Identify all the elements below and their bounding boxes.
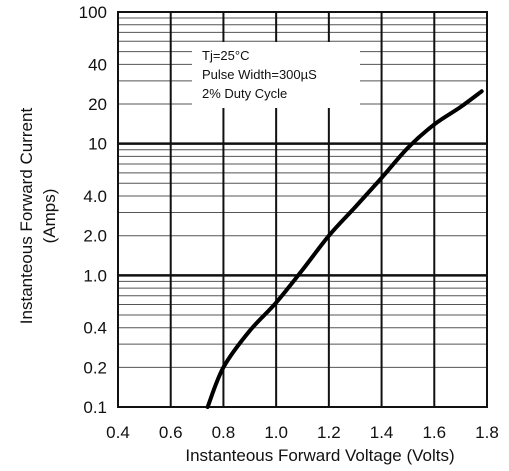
- x-tick-label: 1.6: [422, 423, 446, 442]
- y-tick-labels: 0.1 0.2 0.4 1.0 2.0 4.0 10 20 40 100: [79, 3, 107, 417]
- annotation-box: Tj=25°C Pulse Width=300µS 2% Duty Cycle: [192, 42, 360, 108]
- y-axis-label-line-2: (Amps): [40, 189, 59, 244]
- x-tick-label: 1.8: [475, 423, 499, 442]
- y-tick-label: 100: [79, 3, 107, 22]
- x-tick-label: 0.4: [106, 423, 130, 442]
- annotation-line-2: Pulse Width=300µS: [202, 67, 317, 82]
- annotation-line-1: Tj=25°C: [202, 48, 249, 63]
- y-tick-label: 0.4: [83, 319, 107, 338]
- x-axis-label: Instanteous Forward Voltage (Volts): [185, 446, 454, 465]
- grid: [118, 12, 487, 407]
- y-tick-label: 1.0: [83, 266, 107, 285]
- y-tick-label: 2.0: [83, 227, 107, 246]
- forward-current-curve: [205, 89, 484, 409]
- x-tick-label: 1.0: [264, 423, 288, 442]
- x-tick-label: 1.2: [317, 423, 341, 442]
- x-tick-label: 0.8: [212, 423, 236, 442]
- series-group: [205, 89, 484, 409]
- y-tick-label: 20: [88, 95, 107, 114]
- annotation-line-3: 2% Duty Cycle: [202, 86, 287, 101]
- annotation-background: [192, 42, 360, 108]
- x-tick-label: 0.6: [159, 423, 183, 442]
- x-tick-label: 1.4: [370, 423, 394, 442]
- y-tick-label: 0.1: [83, 398, 107, 417]
- y-axis-label-line-1: Instanteous Forward Current: [17, 108, 36, 325]
- plot-frame: [117, 11, 488, 408]
- y-tick-label: 40: [88, 55, 107, 74]
- y-tick-label: 4.0: [83, 187, 107, 206]
- x-tick-labels: 0.4 0.6 0.8 1.0 1.2 1.4 1.6 1.8: [106, 423, 499, 442]
- y-tick-label: 0.2: [83, 358, 107, 377]
- y-tick-label: 10: [88, 135, 107, 154]
